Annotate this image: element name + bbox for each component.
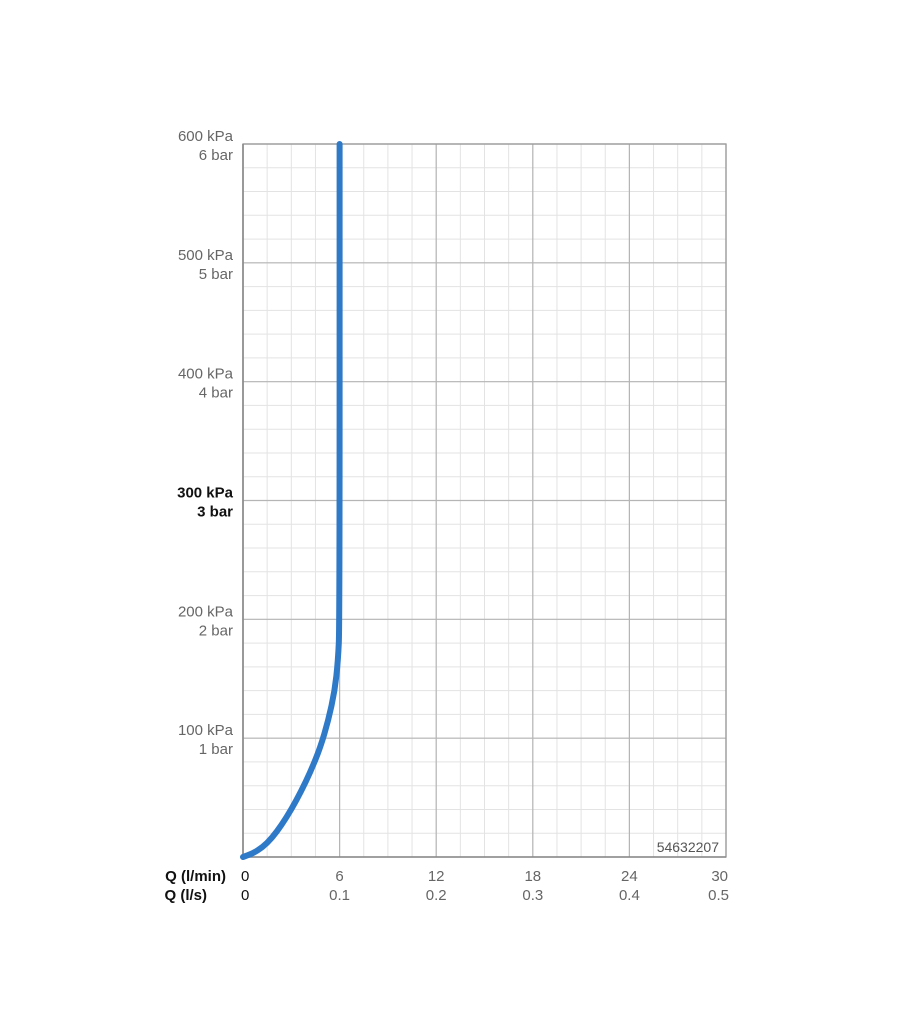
- axes: [242, 143, 727, 858]
- x-tick-label-ls: 0.4: [619, 887, 640, 904]
- flow-curve-point: [291, 809, 292, 810]
- x-tick-label-lmin: 0: [241, 868, 249, 885]
- x-tick-label-lmin: 24: [621, 868, 638, 885]
- flow-curve-point: [281, 824, 282, 825]
- series-layer: [240, 141, 343, 860]
- x-tick-label-ls: 0.3: [522, 887, 543, 904]
- y-tick-label-bar: 4 bar: [199, 385, 233, 402]
- flow-curve-point: [339, 144, 340, 145]
- y-tick-label-kpa: 400 kPa: [178, 366, 234, 383]
- y-tick-label-kpa: 600 kPa: [178, 128, 234, 145]
- x-tick-label-ls: 0.2: [426, 887, 447, 904]
- flow-curve-point: [243, 857, 244, 858]
- x-tick-label-lmin: 18: [524, 868, 541, 885]
- y-tick-label-kpa: 100 kPa: [178, 722, 234, 739]
- y-tick-label-kpa: 200 kPa: [178, 603, 234, 620]
- x-tick-label-ls: 0.1: [329, 887, 350, 904]
- flow-curve-point: [328, 720, 329, 721]
- flow-curve-point: [339, 625, 340, 626]
- y-tick-label-bar: 2 bar: [199, 622, 233, 639]
- y-axis-labels: 100 kPa 1 bar 200 kPa 2 bar 300 kPa 3 bar 400 …: [177, 128, 234, 758]
- flow-curve-point: [300, 791, 301, 792]
- x-axis-title-secondary: Q (l/s): [164, 887, 207, 904]
- flow-curve-point: [252, 853, 253, 854]
- flow-curve-point: [310, 771, 311, 772]
- y-tick-label-kpa: 300 kPa: [177, 485, 234, 502]
- x-tick-label-ls: 0: [241, 887, 249, 904]
- y-tick-label-bar: 6 bar: [199, 147, 233, 164]
- product-code-annotation: 54632207: [657, 839, 720, 855]
- x-axis-labels: 0 6 12 18 24 30 0 0.1 0.2 0.3 0.4 0.5: [241, 868, 729, 904]
- x-axis-title-primary: Q (l/min): [165, 868, 226, 885]
- y-tick-label-bar: 5 bar: [199, 266, 233, 283]
- x-tick-label-ls: 0.5: [708, 887, 729, 904]
- flow-curve-point: [337, 660, 338, 661]
- flow-curve-line: [240, 141, 343, 860]
- flow-curve-point: [334, 690, 335, 691]
- flow-curve-point: [271, 837, 272, 838]
- y-tick-label-bar: 3 bar: [197, 504, 233, 521]
- flow-curve-point: [320, 747, 321, 748]
- x-tick-label-lmin: 6: [335, 868, 343, 885]
- x-tick-label-lmin: 30: [711, 868, 728, 885]
- x-tick-label-lmin: 12: [428, 868, 445, 885]
- y-tick-label-bar: 1 bar: [199, 741, 233, 758]
- flow-curve-point: [262, 847, 263, 848]
- y-tick-label-kpa: 500 kPa: [178, 247, 234, 264]
